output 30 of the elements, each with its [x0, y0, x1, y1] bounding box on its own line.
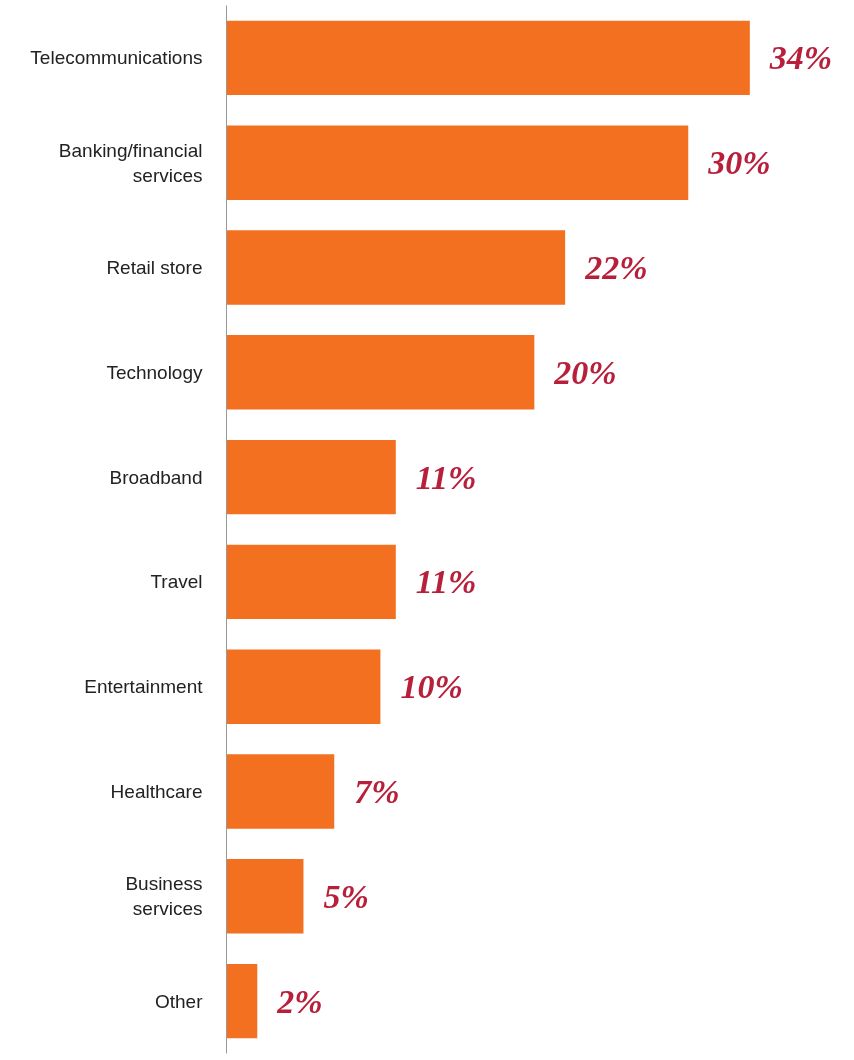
bar: [226, 335, 535, 410]
data-label: 11%: [415, 458, 477, 496]
y-tick-label: Healthcare: [110, 781, 203, 802]
bar: [226, 125, 689, 200]
y-tick-label: Telecommunications: [30, 47, 203, 69]
data-label: 30%: [707, 144, 771, 182]
bar: [226, 544, 396, 620]
data-label: 34%: [768, 39, 833, 77]
y-tick-label: Other: [154, 990, 204, 1012]
y-tick-label: Broadband: [109, 466, 203, 488]
bar: [226, 859, 304, 934]
y-tick-label: Technology: [106, 361, 203, 383]
bar: [226, 963, 258, 1039]
data-label: 2%: [276, 982, 323, 1020]
y-tick-label: Business services: [125, 873, 203, 920]
data-label: 20%: [553, 353, 617, 391]
y-tick-label: Banking/financial services: [58, 139, 203, 186]
data-label: 5%: [323, 877, 369, 915]
data-label: 10%: [400, 668, 463, 706]
bar: [226, 20, 750, 96]
bar: [226, 649, 381, 724]
bar: [226, 230, 566, 305]
data-label: 7%: [354, 773, 400, 810]
y-tick-label: Retail store: [106, 257, 203, 278]
y-tick-label: Travel: [150, 571, 203, 593]
y-tick-label: Entertainment: [84, 676, 204, 698]
bar: [226, 754, 335, 829]
data-label: 22%: [584, 249, 648, 286]
data-label: 11%: [415, 563, 477, 601]
bar: [226, 439, 396, 515]
